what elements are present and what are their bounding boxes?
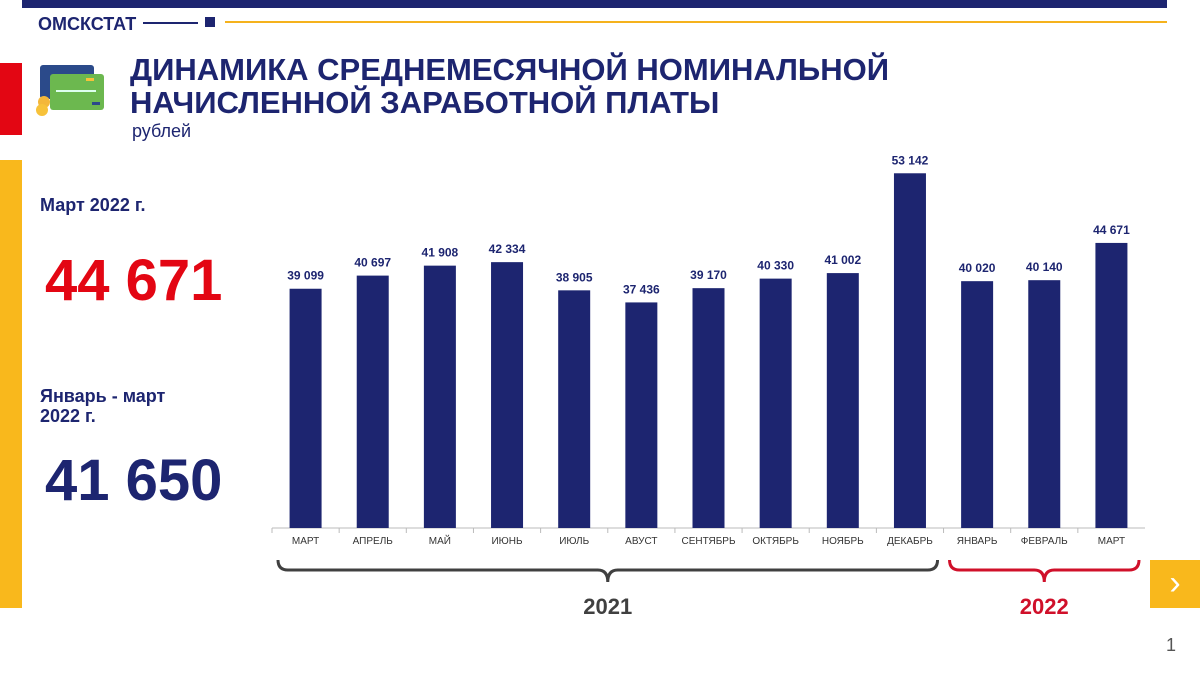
bar	[961, 281, 994, 528]
year-label: 2021	[583, 594, 632, 619]
bar	[1095, 242, 1128, 528]
tick-label: МАЙ	[429, 534, 451, 547]
tick-label: ФЕВРАЛЬ	[1021, 536, 1068, 547]
title-line: ДИНАМИКА СРЕДНЕМЕСЯЧНОЙ НОМИНАЛЬНОЙ	[130, 52, 889, 87]
tick-label: АВУСТ	[625, 536, 657, 547]
data-label: 41 002	[824, 253, 861, 267]
data-label: 40 140	[1026, 260, 1063, 274]
period-label-line: Январь - март	[40, 386, 166, 406]
divider-square	[205, 17, 215, 27]
data-label: 42 334	[489, 242, 526, 256]
period-label: Январь - март 2022 г.	[40, 386, 165, 426]
title-line: НАЧИСЛЕННОЙ ЗАРАБОТНОЙ ПЛАТЫ	[130, 85, 720, 120]
year-bracket	[948, 559, 1141, 583]
bar	[1028, 280, 1061, 528]
data-label: 44 671	[1093, 223, 1130, 237]
bar	[423, 265, 456, 528]
month-label: Март 2022 г.	[40, 195, 146, 215]
bar	[491, 262, 524, 528]
data-label: 38 905	[556, 270, 593, 284]
bar	[289, 288, 322, 528]
tick-label: ЯНВАРЬ	[957, 536, 998, 547]
divider	[225, 21, 1167, 23]
data-label: 39 170	[690, 268, 727, 282]
next-slide-button[interactable]: ›	[1150, 560, 1200, 608]
bar	[759, 278, 792, 528]
tick-label: МАРТ	[1098, 536, 1125, 547]
month-value: 44 671	[45, 248, 223, 313]
bar	[625, 302, 658, 528]
bar	[826, 273, 859, 528]
page-title: ДИНАМИКА СРЕДНЕМЕСЯЧНОЙ НОМИНАЛЬНОЙ НАЧИ…	[130, 53, 889, 119]
data-label: 37 436	[623, 282, 660, 296]
bar	[893, 173, 926, 528]
credit-card-icon	[36, 65, 104, 116]
chevron-right-icon: ›	[1169, 564, 1181, 602]
year-label: 2022	[1020, 594, 1069, 619]
top-bar	[22, 0, 1167, 8]
bar	[692, 288, 725, 528]
brand-logo-text: ОМСКСТАТ	[38, 14, 137, 34]
bar	[558, 290, 591, 528]
tick-label: НОЯБРЬ	[822, 536, 864, 547]
data-label: 40 330	[757, 259, 794, 273]
data-label: 40 697	[354, 256, 391, 270]
data-label: 39 099	[287, 269, 324, 283]
tick-label: ОКТЯБРЬ	[752, 536, 799, 547]
data-label: 53 142	[892, 153, 929, 167]
period-label-line: 2022 г.	[40, 406, 96, 426]
divider	[143, 22, 198, 24]
bar	[356, 275, 389, 528]
tick-label: АПРЕЛЬ	[353, 536, 394, 547]
unit-label: рублей	[132, 121, 192, 141]
accent-bar	[0, 160, 22, 608]
accent-bar	[0, 63, 22, 135]
period-value: 41 650	[45, 448, 223, 513]
tick-label: МАРТ	[292, 536, 319, 547]
tick-label: ИЮНЬ	[491, 536, 523, 547]
tick-label: СЕНТЯБРЬ	[681, 536, 735, 547]
page-number: 1	[1166, 635, 1177, 655]
tick-label: ИЮЛЬ	[559, 536, 589, 547]
tick-label: ДЕКАБРЬ	[887, 536, 933, 547]
data-label: 41 908	[422, 246, 459, 260]
year-bracket	[276, 559, 940, 583]
data-label: 40 020	[959, 261, 996, 275]
